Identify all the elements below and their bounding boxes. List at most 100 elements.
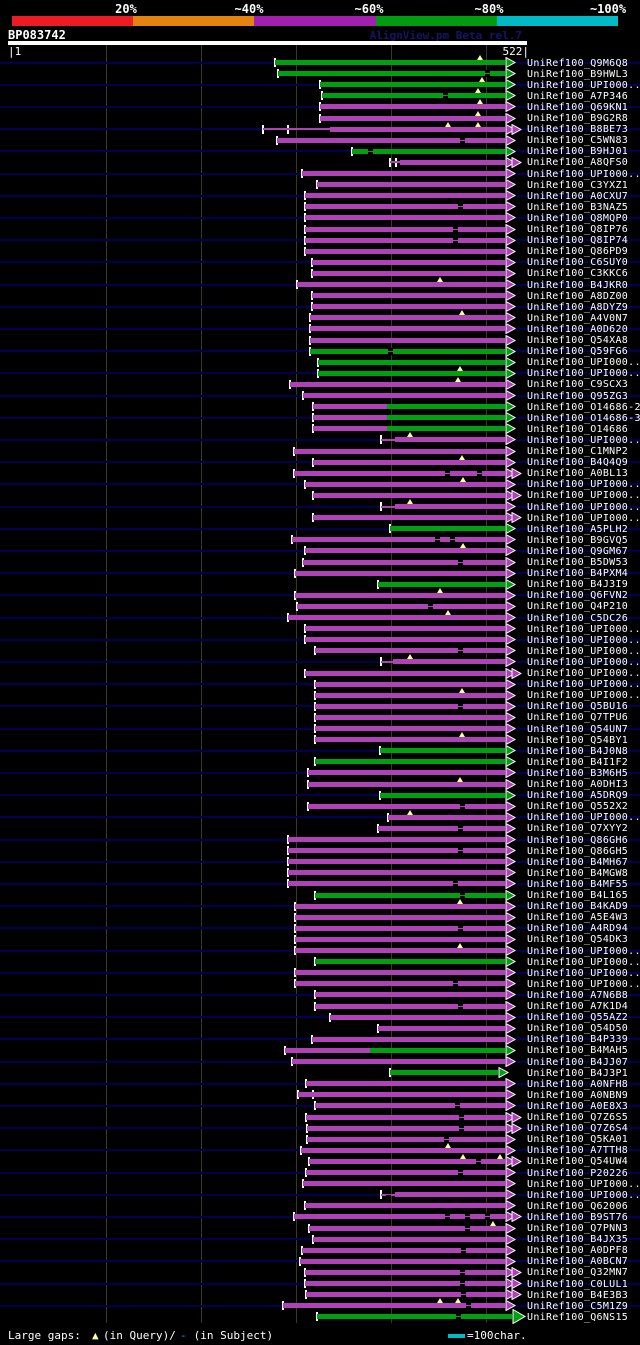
hit-label[interactable]: UniRef100_B9ST76 (527, 1211, 629, 1223)
hit-label[interactable]: UniRef100_Q59FG6 (527, 346, 629, 358)
alignment-bar[interactable] (295, 925, 505, 931)
hit-label[interactable]: UniRef100_UPI000.. (527, 956, 640, 968)
hit-label[interactable]: UniRef100_Q54D50 (527, 1023, 629, 1035)
alignment-bar[interactable] (285, 1047, 370, 1053)
alignment-bar[interactable] (306, 1170, 505, 1175)
alignment-bar[interactable] (378, 1025, 505, 1031)
hit-label[interactable]: UniRef100_A0BCN7 (527, 1256, 629, 1268)
hit-label[interactable]: UniRef100_UPI000.. (527, 668, 640, 679)
hit-label[interactable]: UniRef100_UPI000.. (527, 512, 640, 524)
hit-label[interactable]: UniRef100_B4MAH5 (527, 1045, 629, 1057)
hit-label[interactable]: UniRef100_Q86GH6 (527, 834, 629, 846)
hit-label[interactable]: UniRef100_Q6NS15 (527, 1311, 629, 1323)
hit-label[interactable]: UniRef100_B9HWL3 (527, 68, 629, 80)
hit-label[interactable]: UniRef100_Q54BY1 (527, 734, 629, 746)
hit-label[interactable]: UniRef100_A4RD94 (527, 923, 629, 935)
alignment-bar[interactable] (400, 159, 505, 165)
hit-label[interactable]: UniRef100_C0LUL1 (527, 1278, 629, 1290)
alignment-bar[interactable] (315, 759, 505, 765)
hit-label[interactable]: UniRef100_UPI000.. (527, 978, 640, 990)
hit-label[interactable]: UniRef100_Q7PNN3 (527, 1223, 629, 1234)
alignment-bar[interactable] (322, 93, 505, 99)
alignment-bar[interactable] (308, 803, 505, 809)
alignment-bar-green-part[interactable] (370, 1047, 505, 1053)
alignment-bar-green-part[interactable] (387, 404, 505, 410)
hit-label[interactable]: UniRef100_C5DC26 (527, 612, 629, 624)
alignment-bar[interactable] (294, 1214, 505, 1220)
alignment-bar[interactable] (317, 1314, 512, 1320)
alignment-bar[interactable] (320, 82, 505, 88)
alignment-bar[interactable] (315, 892, 505, 898)
hit-label[interactable]: UniRef100_A0BL13 (527, 468, 629, 480)
alignment-bar[interactable] (313, 459, 505, 465)
alignment-bar[interactable] (305, 1203, 505, 1209)
hit-label[interactable]: UniRef100_UPI000.. (527, 368, 640, 380)
hit-label[interactable]: UniRef100_B4Q4Q9 (527, 457, 629, 469)
alignment-bar[interactable] (305, 637, 505, 643)
alignment-bar[interactable] (313, 515, 505, 521)
hit-label[interactable]: UniRef100_Q7Z6S5 (527, 1112, 629, 1123)
alignment-bar[interactable] (295, 936, 505, 942)
alignment-bar[interactable] (352, 148, 505, 154)
alignment-bar[interactable] (305, 670, 505, 676)
alignment-bar[interactable] (313, 1236, 505, 1242)
hit-label[interactable]: UniRef100_UPI000.. (527, 623, 640, 635)
alignment-bar[interactable] (297, 603, 505, 609)
alignment-bar[interactable] (295, 948, 505, 953)
hit-label[interactable]: UniRef100_Q54UW4 (527, 1156, 629, 1168)
alignment-bar[interactable] (313, 426, 387, 432)
hit-label[interactable]: UniRef100_A0D620 (527, 323, 629, 335)
hit-label[interactable]: UniRef100_Q8IP74 (527, 235, 629, 247)
hit-label[interactable]: UniRef100_UPI000.. (527, 634, 640, 646)
hit-label[interactable]: UniRef100_B4J3P1 (527, 1067, 629, 1079)
alignment-bar[interactable] (295, 914, 505, 920)
alignment-bar[interactable] (330, 126, 505, 132)
alignment-bar[interactable] (320, 115, 505, 121)
hit-label[interactable]: UniRef100_B8BE73 (527, 124, 629, 136)
hit-label[interactable]: UniRef100_B4MH67 (527, 856, 629, 868)
alignment-bar[interactable] (305, 237, 505, 243)
alignment-bar[interactable] (305, 204, 505, 210)
hit-label[interactable]: UniRef100_Q6FVN2 (527, 590, 629, 602)
alignment-bar[interactable] (288, 848, 505, 854)
hit-label[interactable]: UniRef100_B5DW53 (527, 557, 629, 568)
hit-label[interactable]: UniRef100_Q7TPU6 (527, 712, 629, 724)
alignment-bar[interactable] (315, 992, 505, 998)
alignment-bar[interactable] (305, 1269, 505, 1275)
alignment-bar[interactable] (395, 1192, 505, 1198)
hit-label[interactable]: UniRef100_B4J0N8 (527, 745, 629, 757)
alignment-bar[interactable] (312, 1036, 505, 1042)
alignment-bar[interactable] (378, 825, 505, 831)
alignment-bar[interactable] (308, 781, 505, 787)
hit-label[interactable]: UniRef100_UPI000.. (527, 945, 640, 957)
alignment-bar[interactable] (294, 470, 505, 476)
alignment-bar[interactable] (305, 248, 505, 254)
hit-label[interactable]: UniRef100_O14686 (527, 423, 629, 435)
hit-label[interactable]: UniRef100_C3YXZ1 (527, 179, 629, 191)
alignment-bar[interactable] (305, 548, 505, 554)
alignment-bar[interactable] (288, 881, 505, 887)
hit-label[interactable]: UniRef100_UPI000.. (527, 479, 640, 491)
alignment-bar[interactable] (283, 1303, 505, 1309)
alignment-bar[interactable] (305, 226, 505, 232)
hit-label[interactable]: UniRef100_UPI000.. (527, 79, 640, 91)
hit-label[interactable]: UniRef100_Q55AZ2 (527, 1012, 629, 1024)
hit-label[interactable]: UniRef100_A8QFS0 (527, 157, 629, 169)
hit-label[interactable]: UniRef100_A7TTH8 (527, 1145, 629, 1157)
hit-label[interactable]: UniRef100_Q8MQP0 (527, 212, 629, 224)
hit-label[interactable]: UniRef100_A5E4W3 (527, 912, 629, 924)
alignment-bar[interactable] (310, 337, 505, 343)
alignment-bar[interactable] (297, 282, 505, 287)
alignment-bar[interactable] (388, 814, 505, 820)
alignment-bar[interactable] (306, 1114, 505, 1120)
hit-label[interactable]: UniRef100_A7P346 (527, 90, 629, 102)
alignment-bar[interactable] (315, 1003, 505, 1009)
alignment-bar[interactable] (278, 71, 505, 77)
hit-label[interactable]: UniRef100_Q95ZG3 (527, 390, 629, 402)
alignment-bar[interactable] (288, 837, 505, 842)
hit-label[interactable]: UniRef100_B4JKR0 (527, 279, 629, 291)
alignment-bar[interactable] (309, 1158, 505, 1164)
alignment-bar[interactable] (302, 1247, 505, 1253)
hit-label[interactable]: UniRef100_A8DYZ9 (527, 301, 629, 313)
hit-label[interactable]: UniRef100_UPI000.. (527, 1178, 640, 1190)
